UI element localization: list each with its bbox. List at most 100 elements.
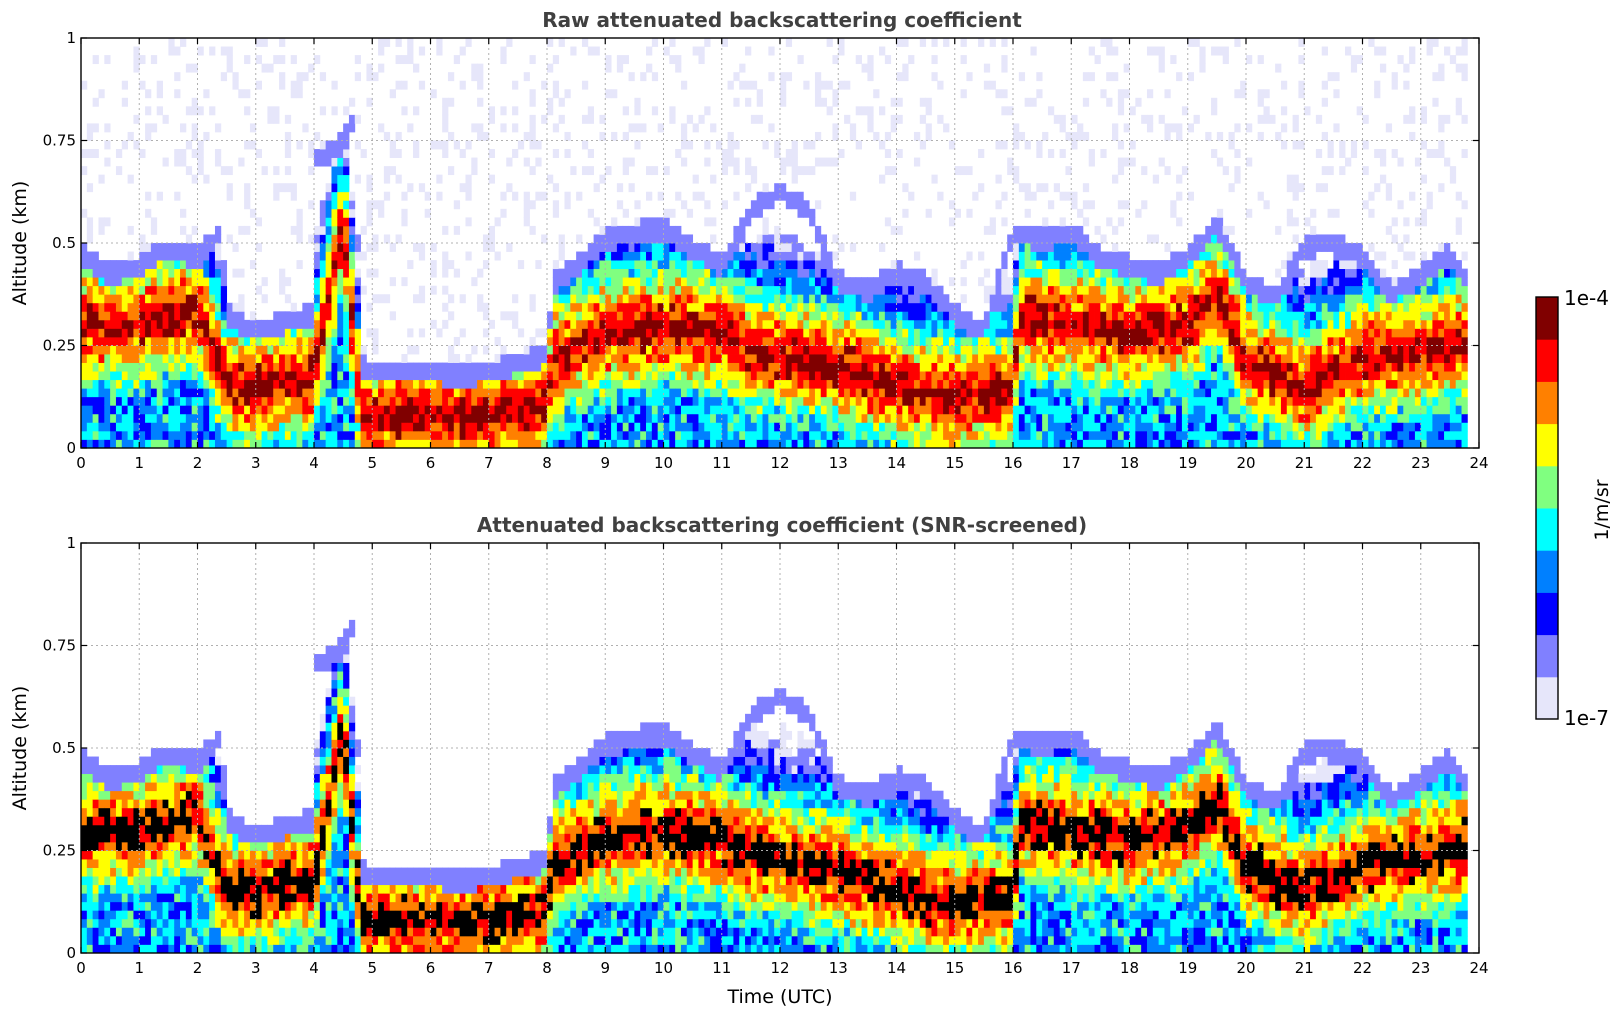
- heatmap-cell: [348, 396, 356, 406]
- heatmap-cell: [1047, 371, 1055, 381]
- heatmap-cell: [1082, 243, 1090, 252]
- heatmap-cell: [552, 285, 560, 295]
- heatmap-cell: [1100, 319, 1107, 329]
- heatmap-cell: [174, 439, 181, 449]
- heatmap-cell: [121, 302, 129, 312]
- heatmap-cell: [127, 285, 134, 295]
- heatmap-cell: [1193, 311, 1200, 321]
- heatmap-cell: [104, 413, 111, 423]
- heatmap-cell: [214, 396, 222, 406]
- heatmap-cell: [750, 413, 758, 423]
- heatmap-cell: [698, 396, 705, 406]
- heatmap-cell: [372, 362, 379, 372]
- heatmap-cell: [832, 97, 839, 107]
- heatmap-cell: [319, 234, 327, 244]
- heatmap-cell: [220, 285, 228, 295]
- heatmap-cell: [453, 405, 461, 415]
- heatmap-cell: [908, 277, 915, 287]
- heatmap-cell: [908, 430, 915, 440]
- heatmap-cell: [185, 354, 193, 363]
- heatmap-cell: [378, 46, 385, 56]
- heatmap-cell: [162, 328, 169, 338]
- heatmap-cell: [1158, 302, 1165, 312]
- heatmap-cell: [814, 422, 822, 432]
- heatmap-cell: [1059, 191, 1066, 201]
- heatmap-cell: [168, 294, 175, 304]
- heatmap-cell: [127, 311, 134, 321]
- heatmap-cell: [809, 268, 816, 278]
- heatmap-cell: [1187, 302, 1194, 312]
- heatmap-cell: [343, 277, 350, 287]
- heatmap-cell: [81, 371, 88, 381]
- heatmap-cell: [168, 336, 175, 346]
- heatmap-cell: [168, 46, 175, 56]
- heatmap-cell: [832, 277, 839, 287]
- heatmap-cell: [1094, 413, 1101, 423]
- heatmap-cell: [704, 396, 711, 406]
- heatmap-cell: [1106, 379, 1113, 389]
- heatmap-cell: [1047, 243, 1055, 252]
- heatmap-cell: [838, 319, 845, 329]
- heatmap-cell: [570, 268, 577, 278]
- heatmap-cell: [593, 234, 600, 244]
- heatmap-cell: [820, 260, 827, 270]
- heatmap-cell: [465, 430, 472, 440]
- heatmap-cell: [273, 114, 280, 124]
- heatmap-cell: [1088, 268, 1095, 278]
- heatmap-cell: [1018, 277, 1026, 287]
- heatmap-cell: [1071, 422, 1078, 432]
- heatmap-cell: [669, 413, 676, 423]
- heatmap-cell: [954, 319, 961, 329]
- heatmap-cell: [1170, 388, 1177, 398]
- heatmap-cell: [1135, 277, 1142, 287]
- heatmap-cell: [273, 388, 280, 398]
- heatmap-cell: [884, 362, 892, 372]
- heatmap-cell: [698, 277, 705, 287]
- heatmap-cell: [867, 430, 874, 440]
- heatmap-cell: [1053, 277, 1061, 287]
- heatmap-cell: [512, 413, 519, 423]
- heatmap-cell: [1100, 149, 1107, 158]
- heatmap-cell: [86, 328, 94, 338]
- heatmap-cell: [366, 430, 373, 440]
- heatmap-cell: [121, 345, 129, 355]
- heatmap-cell: [343, 225, 350, 235]
- heatmap-cell: [646, 268, 653, 278]
- heatmap-cell: [849, 396, 857, 406]
- heatmap-cell: [1071, 302, 1078, 312]
- heatmap-cell: [1030, 336, 1037, 346]
- heatmap-cell: [401, 439, 408, 449]
- heatmap-cell: [919, 362, 927, 372]
- heatmap-cell: [1013, 234, 1020, 244]
- heatmap-cell: [261, 413, 268, 423]
- heatmap-cell: [1117, 430, 1125, 440]
- heatmap-cell: [820, 345, 827, 355]
- heatmap-cell: [547, 379, 554, 389]
- heatmap-cell: [1199, 234, 1206, 244]
- heatmap-cell: [279, 80, 286, 90]
- heatmap-cell: [826, 328, 833, 338]
- heatmap-cell: [780, 388, 787, 398]
- heatmap-cell: [704, 200, 711, 210]
- heatmap-cell: [185, 388, 193, 398]
- heatmap-cell: [517, 260, 525, 270]
- heatmap-cell: [587, 149, 595, 158]
- heatmap-cell: [943, 328, 950, 338]
- heatmap-cell: [750, 396, 758, 406]
- heatmap-cell: [954, 345, 961, 355]
- heatmap-cell: [640, 217, 647, 227]
- heatmap-cell: [809, 396, 816, 406]
- heatmap-cell: [599, 336, 606, 346]
- heatmap-cell: [389, 140, 396, 150]
- heatmap-cell: [98, 294, 105, 304]
- heatmap-cell: [704, 38, 711, 47]
- heatmap-cell: [622, 55, 629, 65]
- heatmap-cell: [1059, 345, 1066, 355]
- heatmap-cell: [692, 379, 699, 389]
- heatmap-cell: [1018, 311, 1026, 321]
- heatmap-cell: [255, 371, 262, 381]
- heatmap-cell: [686, 234, 694, 244]
- heatmap-cell: [873, 439, 880, 449]
- heatmap-cell: [564, 405, 571, 415]
- heatmap-cell: [855, 379, 862, 389]
